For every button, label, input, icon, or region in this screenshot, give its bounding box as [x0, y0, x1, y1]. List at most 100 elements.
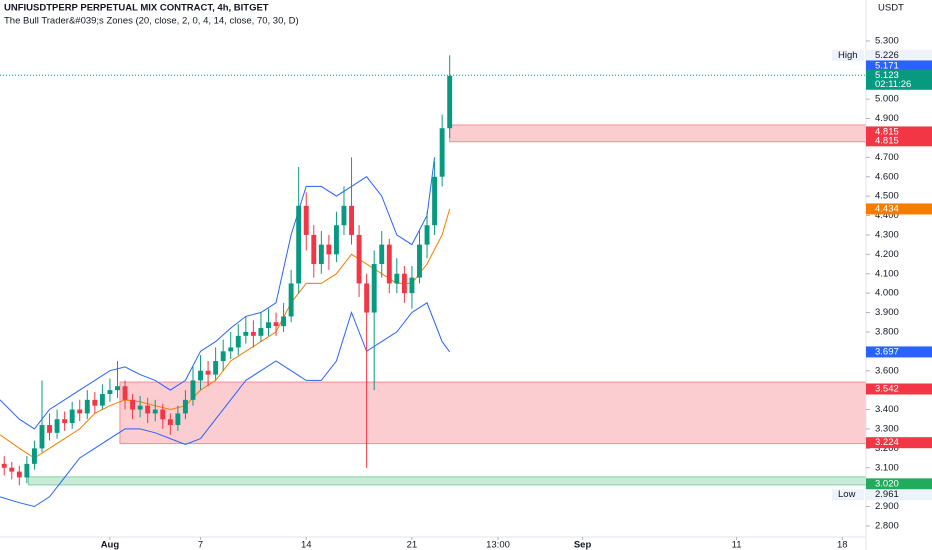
zone-tag — [866, 126, 932, 138]
y-tick-label: 4.600 — [875, 171, 899, 182]
y-tick-label: 3.600 — [875, 365, 899, 376]
candle-body — [152, 409, 158, 414]
candle-body — [356, 234, 362, 284]
x-tick-label: 7 — [198, 540, 203, 550]
zone-tag — [866, 478, 932, 490]
y-tick-label: 3.200 — [875, 443, 899, 454]
candle-body — [417, 244, 422, 278]
candle-body — [243, 331, 249, 336]
candle-body — [432, 176, 438, 226]
price-tag-label: 2.961 — [875, 489, 899, 500]
x-tick-label: 13:00 — [486, 540, 510, 550]
y-tick-label: 5.300 — [875, 35, 899, 46]
candle-body — [69, 409, 75, 424]
zone-tag-label: 3.542 — [875, 384, 899, 395]
candle-body — [39, 425, 45, 449]
zone — [119, 381, 867, 445]
indicator-line — [0, 302, 451, 508]
zone-tag-label: 3.224 — [875, 437, 899, 448]
price-tag-label: 5.171 — [875, 60, 899, 71]
candle-body — [235, 335, 241, 348]
countdown: 02:11:26 — [875, 79, 911, 90]
candle-body — [258, 328, 264, 336]
candle-body — [122, 386, 128, 400]
candle-body — [167, 419, 173, 426]
candle-body — [16, 471, 22, 478]
candle-body — [62, 419, 68, 424]
y-tick-label: 4.300 — [875, 229, 899, 240]
price-tag-label: 4.434 — [875, 203, 899, 214]
candle-body — [281, 316, 287, 327]
candle-body — [424, 225, 430, 245]
zone-tag — [866, 135, 932, 147]
x-tick-label: 11 — [732, 540, 742, 550]
x-tick-label: Sep — [574, 540, 592, 550]
price-tag — [866, 49, 932, 61]
candle-body — [107, 390, 113, 395]
y-tick-label: 2.900 — [875, 501, 899, 512]
candle-body — [9, 467, 15, 472]
x-tick-label: 21 — [407, 540, 418, 550]
candle-body — [409, 277, 415, 294]
candle-body — [296, 205, 302, 284]
y-tick-label: 4.900 — [875, 113, 899, 124]
candle-body — [303, 205, 309, 235]
candle-body — [47, 425, 52, 433]
candle-body — [349, 205, 354, 235]
zone-tag-label: 4.815 — [875, 126, 899, 137]
candle-body — [371, 264, 377, 313]
x-tick-label: 18 — [837, 540, 848, 550]
zone-tag — [866, 383, 932, 395]
candle-body — [160, 409, 166, 420]
price-tag-label: 5.123 — [875, 70, 899, 81]
candle-body — [1, 463, 7, 468]
y-tick-label: 3.900 — [875, 307, 899, 318]
chart-subtitle: The Bull Trader&#039;s Zones (20, close,… — [4, 16, 299, 27]
indicator-line — [0, 157, 436, 430]
candle-body — [379, 244, 385, 265]
plot-area — [0, 55, 867, 508]
candle-body — [394, 273, 400, 284]
candle-body — [250, 331, 256, 336]
price-tag-label: 3.697 — [875, 346, 899, 357]
candle-body — [99, 394, 105, 406]
x-tick-label: Aug — [101, 540, 120, 550]
candle-body — [31, 448, 37, 464]
zone — [27, 476, 867, 486]
y-tick-label: 3.800 — [875, 326, 899, 337]
candle-body — [130, 399, 136, 410]
zone — [449, 124, 867, 143]
candle-body — [386, 244, 392, 284]
axis-unit: USDT — [878, 3, 904, 14]
candle-body — [439, 128, 445, 177]
candle-body — [115, 386, 120, 391]
tag-name: Low — [838, 489, 856, 500]
zone-tag — [866, 437, 932, 449]
candle-body — [266, 322, 271, 329]
candle-body — [77, 409, 83, 414]
candle-body — [447, 75, 453, 129]
candle-body — [190, 380, 196, 400]
price-tag-label: 5.226 — [875, 50, 899, 61]
candle-body — [205, 370, 211, 375]
y-tick-label: 4.500 — [875, 191, 899, 202]
candle-body — [401, 273, 407, 294]
y-tick-label: 3.400 — [875, 404, 899, 415]
candle-body — [198, 370, 203, 381]
y-tick-label: 2.800 — [875, 520, 899, 531]
candle-body — [175, 413, 181, 426]
tag-name: High — [838, 50, 858, 61]
x-tick-label: 14 — [301, 540, 312, 550]
candle-body — [333, 225, 339, 255]
candle-body — [84, 399, 90, 414]
price-tag — [866, 489, 932, 501]
candle-body — [213, 361, 219, 375]
y-tick-label: 4.700 — [875, 152, 899, 163]
candle-body — [145, 405, 151, 414]
candle-body — [220, 351, 226, 362]
y-tick-label: 3.300 — [875, 423, 899, 434]
y-tick-label: 4.200 — [875, 249, 899, 260]
candle-body — [137, 405, 143, 410]
